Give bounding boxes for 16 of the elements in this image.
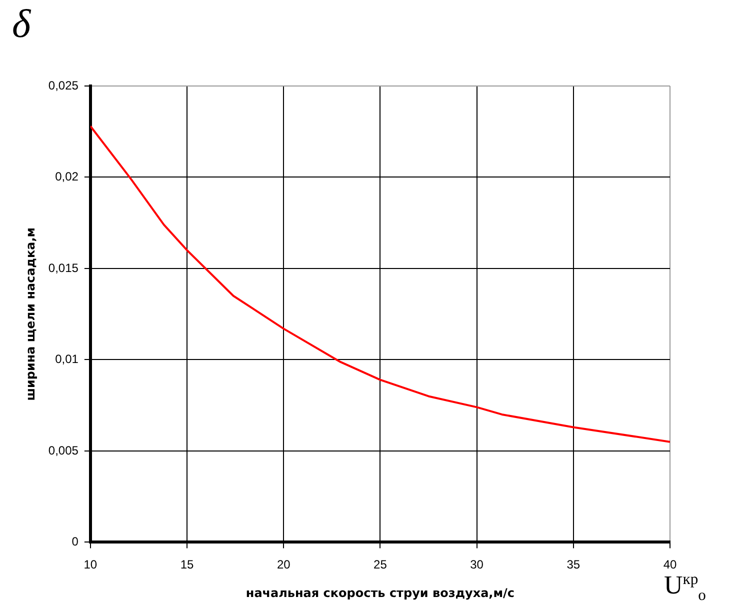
x-axis-title: начальная скорость струи воздуха,м/с <box>246 586 515 600</box>
text: δ <box>12 1 31 46</box>
y-tick-label: 0,015 <box>48 260 79 275</box>
x-tick-label: 35 <box>566 558 580 572</box>
y-tick-label: 0 <box>72 534 79 549</box>
x-tick-label: 30 <box>470 558 484 572</box>
y-tick-label: 0,01 <box>55 352 79 366</box>
y-tick-label: 0,025 <box>48 78 79 92</box>
x-tick-label: 25 <box>374 558 388 572</box>
x-tick-label: 15 <box>180 558 194 572</box>
x-tick-label: 40 <box>663 558 677 572</box>
y-tick-label: 0,005 <box>48 443 79 458</box>
x-tick-label: 10 <box>84 558 98 572</box>
y-tick-label: 0,02 <box>55 170 79 184</box>
y-axis-title: ширина щели насадка,м <box>23 227 38 401</box>
x-tick-label: 20 <box>276 558 291 572</box>
